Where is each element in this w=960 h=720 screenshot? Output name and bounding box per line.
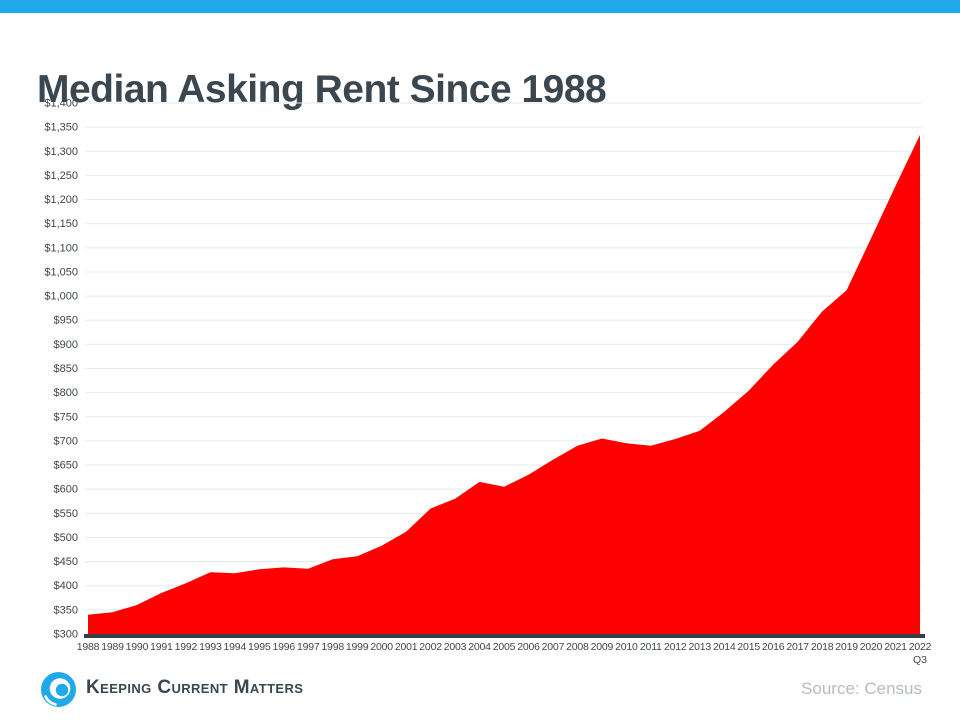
x-tick-label: 2009 — [591, 641, 614, 653]
y-tick-label: $1,350 — [44, 122, 78, 134]
brand-logo: Keeping Current Matters — [40, 670, 303, 708]
x-tick-sublabel: Q3 — [913, 654, 927, 666]
y-tick-label: $1,100 — [44, 242, 78, 254]
y-tick-label: $1,000 — [44, 291, 78, 303]
x-tick-label: 2017 — [786, 641, 809, 653]
y-tick-label: $1,150 — [44, 218, 78, 230]
y-tick-label: $500 — [54, 532, 78, 544]
x-tick-label: 1989 — [101, 641, 124, 653]
x-tick-label: 2000 — [370, 641, 393, 653]
x-tick-label: 2018 — [811, 641, 834, 653]
x-tick-label: 2010 — [615, 641, 638, 653]
x-tick-label: 2012 — [664, 641, 687, 653]
y-tick-label: $850 — [54, 363, 78, 375]
y-tick-label: $800 — [54, 387, 78, 399]
y-tick-label: $650 — [54, 460, 78, 472]
x-tick-label: 1997 — [297, 641, 320, 653]
x-tick-label: 1995 — [248, 641, 271, 653]
page-title: Median Asking Rent Since 1988 — [37, 68, 607, 112]
y-tick-label: $1,200 — [44, 194, 78, 206]
y-tick-label: $950 — [54, 315, 78, 327]
x-tick-label: 2004 — [468, 641, 491, 653]
brand-name: Keeping Current Matters — [86, 677, 304, 698]
y-tick-label: $700 — [54, 435, 78, 447]
x-tick-label: 2008 — [566, 641, 589, 653]
x-tick-label: 2021 — [884, 641, 907, 653]
x-tick-label: 1998 — [321, 641, 344, 653]
y-tick-label: $300 — [54, 629, 78, 641]
x-tick-label: 1996 — [272, 641, 295, 653]
top-accent-bar — [0, 0, 960, 13]
x-tick-label: 2001 — [395, 641, 418, 653]
y-tick-label: $600 — [54, 484, 78, 496]
x-tick-label: 2013 — [688, 641, 711, 653]
x-tick-label: 2022 — [909, 641, 932, 653]
rent-area — [88, 134, 920, 636]
x-tick-label: 2003 — [444, 641, 467, 653]
x-tick-label: 2016 — [762, 641, 785, 653]
x-tick-label: 2015 — [737, 641, 760, 653]
y-tick-label: $900 — [54, 339, 78, 351]
kcm-swirl-icon — [41, 671, 76, 707]
y-tick-label: $550 — [54, 508, 78, 520]
x-tick-label: 1988 — [77, 641, 100, 653]
x-tick-label: 1991 — [150, 641, 173, 653]
x-tick-label: 2014 — [713, 641, 736, 653]
y-tick-label: $1,050 — [44, 266, 78, 278]
x-tick-label: 2011 — [640, 641, 662, 653]
x-tick-label: 2006 — [517, 641, 540, 653]
y-tick-label: $1,300 — [44, 146, 78, 158]
x-tick-label: 2007 — [542, 641, 565, 653]
x-tick-label: 2020 — [860, 641, 883, 653]
x-tick-label: 1990 — [126, 641, 149, 653]
x-tick-label: 2019 — [835, 641, 858, 653]
x-tick-label: 1999 — [346, 641, 369, 653]
x-tick-label: 1993 — [199, 641, 222, 653]
y-tick-label: $1,250 — [44, 170, 78, 182]
x-tick-label: 1994 — [224, 641, 247, 653]
x-tick-label: 2005 — [493, 641, 516, 653]
x-tick-label: 2002 — [419, 641, 442, 653]
y-tick-label: $750 — [54, 411, 78, 423]
y-tick-label: $400 — [54, 580, 78, 592]
x-tick-label: 1992 — [175, 641, 198, 653]
y-tick-label: $450 — [54, 556, 78, 568]
source-label: Source: Census — [801, 679, 922, 698]
x-axis-line — [84, 634, 925, 638]
y-tick-label: $350 — [54, 604, 78, 616]
